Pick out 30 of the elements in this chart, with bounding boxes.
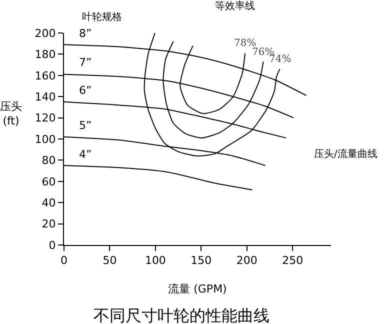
x-tick-label: 150 [190, 254, 212, 268]
series-label: 8” [79, 27, 92, 40]
series-label: 7” [79, 56, 92, 69]
y-tick-label: 180 [34, 48, 56, 62]
y-tick-label: 200 [34, 26, 56, 40]
series-label: 74% [269, 54, 292, 65]
x-tick-label: 50 [102, 254, 117, 268]
y-tick-label: 80 [42, 154, 56, 168]
text: 等效率线 [215, 0, 255, 12]
y-tick-label: 40 [42, 196, 56, 210]
y-tick-label: 20 [42, 218, 56, 231]
x-axis-title: 流量 (GPM) [168, 282, 227, 296]
y-tick-label: 60 [42, 175, 56, 188]
series-label: 5” [79, 119, 92, 132]
y-tick-label: 120 [34, 112, 56, 125]
y-tick-label: 160 [34, 69, 56, 82]
series-label: 4” [79, 148, 92, 161]
x-tick-label: 100 [144, 254, 166, 268]
series-label: 78% [234, 38, 256, 49]
x-tick-label: 250 [282, 254, 304, 268]
y-tick-label: 140 [34, 90, 56, 104]
annotation: 压头/流量曲线 [314, 148, 378, 160]
text: 叶轮规格 [82, 11, 122, 23]
y-axis-title: 压头 (ft) [0, 100, 22, 128]
text: 不同尺寸叶轮的性能曲线 [93, 306, 270, 324]
x-tick-label: 0 [60, 254, 68, 268]
x-tick-label: 200 [236, 254, 258, 268]
series-label: 6” [79, 84, 92, 97]
y-tick-label: 0 [48, 238, 56, 252]
y-tick-label: 100 [34, 132, 56, 146]
